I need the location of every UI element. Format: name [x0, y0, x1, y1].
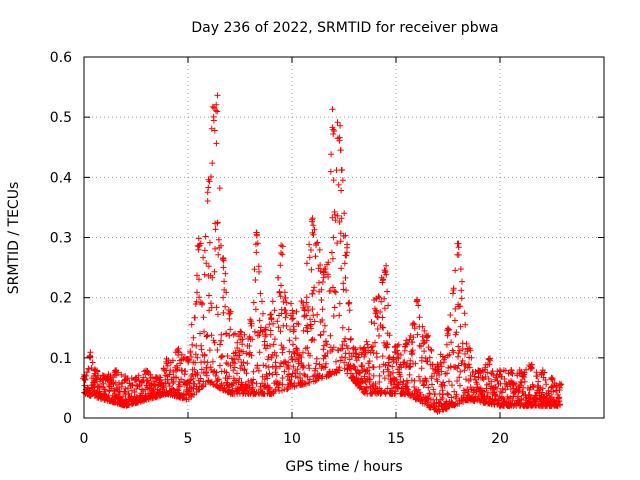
data-point-markers [80, 92, 565, 415]
y-tick-label: 0.1 [50, 351, 72, 367]
y-tick-label: 0 [63, 411, 72, 427]
y-tick-label: 0.5 [50, 110, 72, 126]
x-tick-labels: 0 5 10 15 20 [80, 431, 509, 447]
x-tick-label: 0 [80, 431, 89, 447]
y-tick-labels: 0 0.1 0.2 0.3 0.4 0.5 0.6 [50, 50, 72, 427]
x-tick-label: 10 [283, 431, 301, 447]
x-tick-label: 20 [491, 431, 509, 447]
y-tick-label: 0.6 [50, 50, 72, 66]
y-tick-label: 0.3 [50, 231, 72, 247]
x-axis-label: GPS time / hours [285, 459, 402, 475]
y-tick-label: 0.4 [50, 170, 72, 186]
x-tick-label: 5 [184, 431, 193, 447]
chart-title: Day 236 of 2022, SRMTID for receiver pbw… [191, 20, 498, 36]
y-tick-label: 0.2 [50, 291, 72, 307]
x-tick-label: 15 [387, 431, 405, 447]
data-points [80, 92, 565, 415]
y-axis-label: SRMTID / TECUs [6, 182, 22, 295]
axis-ticks [83, 56, 604, 419]
